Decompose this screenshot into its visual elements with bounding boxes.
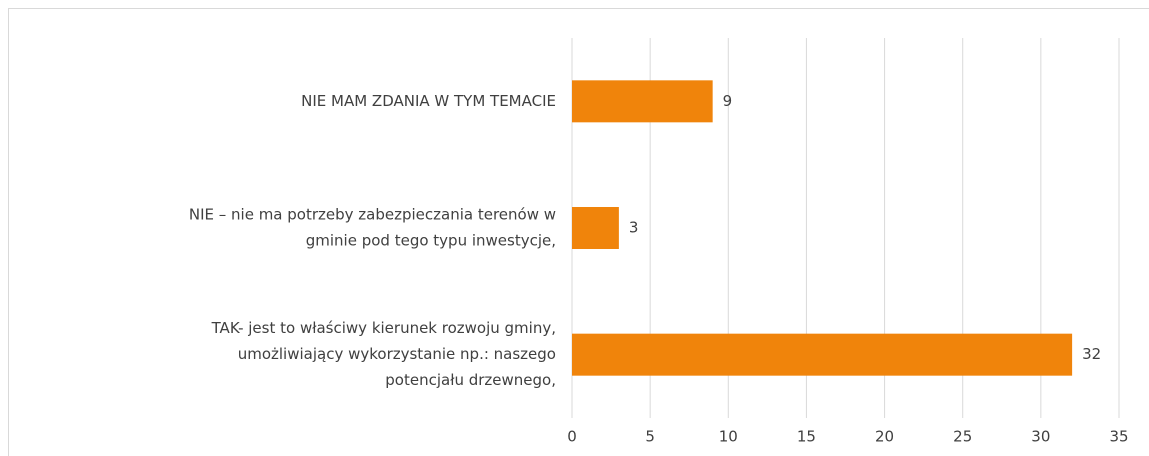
x-tick-label: 35 (1109, 428, 1128, 446)
y-tick-label: TAK- jest to właściwy kierunek rozwoju g… (211, 319, 556, 337)
data-label: 9 (723, 92, 733, 110)
x-tick-label: 25 (953, 428, 972, 446)
x-tick-label: 30 (1031, 428, 1050, 446)
y-tick-label: NIE – nie ma potrzeby zabezpieczania ter… (189, 206, 556, 224)
bar (572, 207, 619, 249)
y-tick-label: gminie pod tego typu inwestycje, (306, 232, 556, 250)
x-tick-label: 10 (719, 428, 738, 446)
bar (572, 80, 713, 123)
x-tick-label: 15 (797, 428, 816, 446)
y-tick-label: umożliwiający wykorzystanie np.: naszego (238, 345, 556, 363)
y-tick-label: NIE MAM ZDANIA W TYM TEMACIE (301, 92, 556, 110)
x-tick-label: 0 (567, 428, 577, 446)
x-tick-label: 20 (875, 428, 894, 446)
data-label: 3 (629, 219, 639, 237)
x-tick-label: 5 (645, 428, 655, 446)
bar (572, 333, 1073, 376)
y-tick-label: potencjału drzewnego, (385, 371, 556, 389)
chart-border (8, 8, 1149, 456)
data-label: 32 (1082, 345, 1101, 363)
